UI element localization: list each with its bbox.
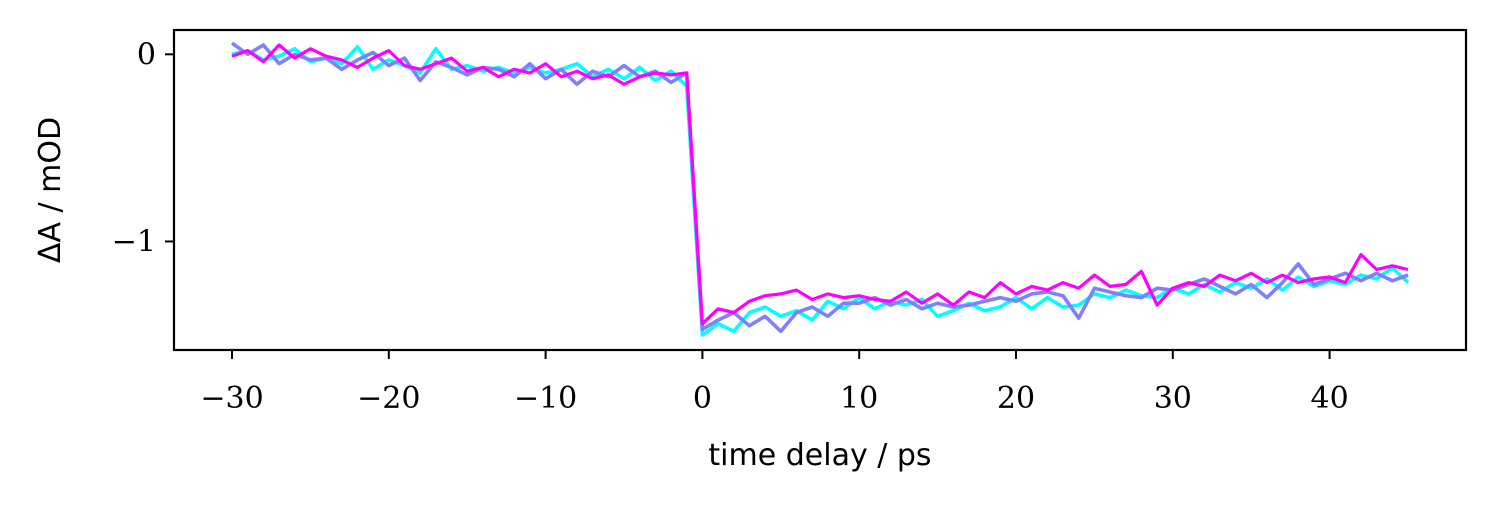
x-tick-label: 10 [840, 381, 878, 416]
y-axis-label: ΔA / mOD [33, 117, 68, 263]
y-tick-label: 0 [137, 37, 156, 72]
x-tick-label: 0 [693, 381, 712, 416]
y-tick-label: −1 [112, 224, 156, 259]
x-tick-label: −30 [200, 381, 263, 416]
x-tick-label: 20 [997, 381, 1035, 416]
plot-frame [172, 28, 1468, 352]
x-tick-label: −20 [357, 381, 420, 416]
series-line-2 [230, 41, 1409, 334]
series-layer [230, 41, 1410, 337]
x-tick-label: 30 [1154, 381, 1192, 416]
x-tick-label: 40 [1310, 381, 1348, 416]
x-axis: −30 −20 −10 0 10 20 30 40 [200, 350, 1349, 416]
x-tick-label: −10 [514, 381, 577, 416]
y-axis: 0 −1 [112, 37, 174, 259]
x-axis-label: time delay / ps [708, 438, 931, 473]
series-line-3 [231, 43, 1409, 326]
